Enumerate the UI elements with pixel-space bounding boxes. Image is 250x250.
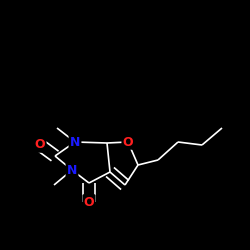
Text: O: O	[84, 196, 94, 208]
Text: N: N	[70, 136, 80, 148]
Text: N: N	[67, 164, 77, 176]
Text: O: O	[35, 138, 45, 151]
Text: O: O	[123, 136, 133, 148]
